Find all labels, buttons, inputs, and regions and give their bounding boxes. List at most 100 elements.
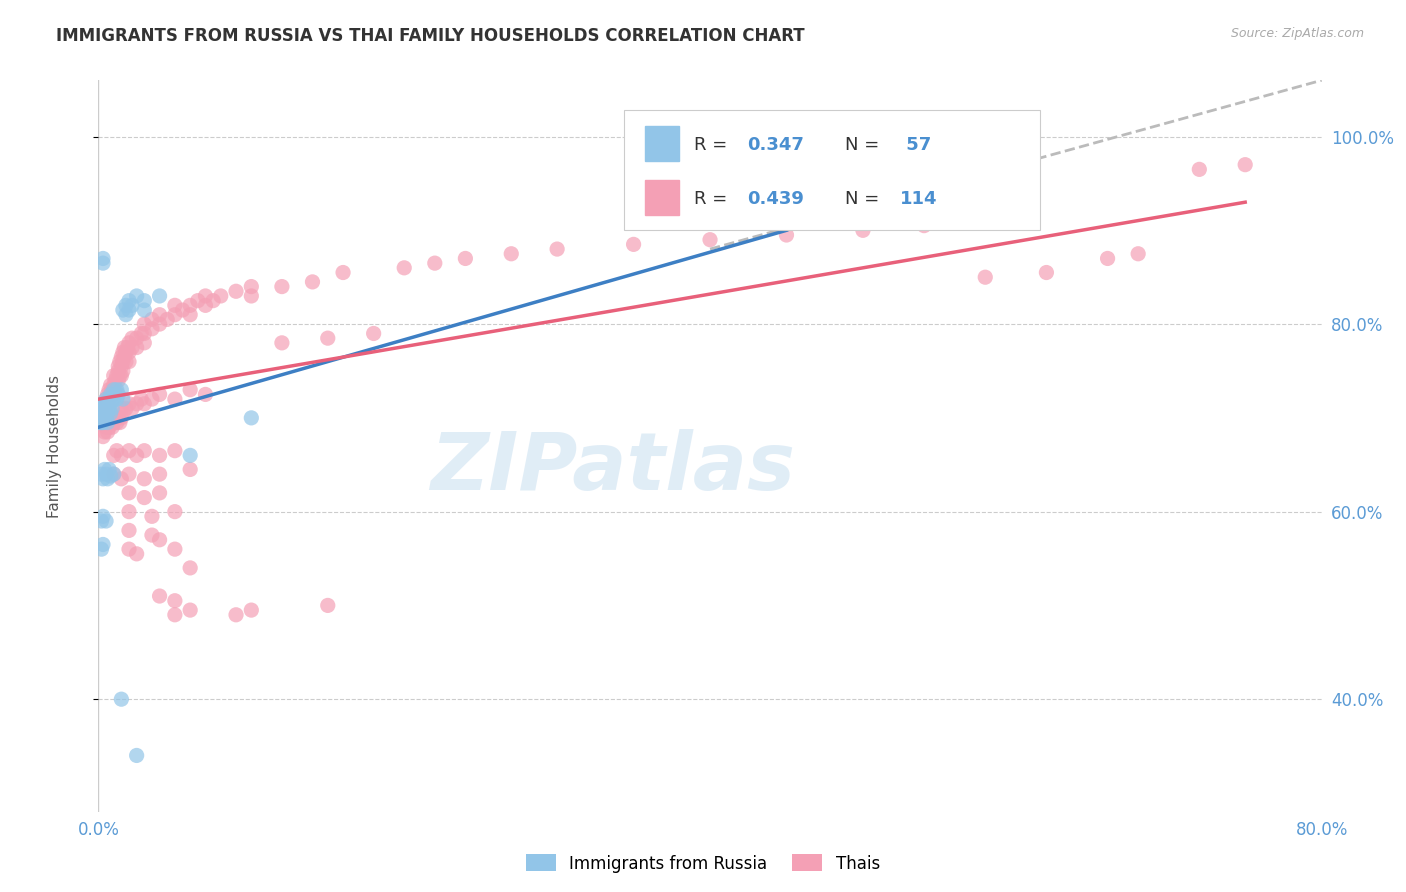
Point [1234, 158, 1257, 172]
Point [90, 542, 112, 557]
Point [90, 401, 112, 416]
Point [179, 308, 201, 322]
Point [134, 335, 156, 350]
Point [240, 279, 263, 293]
Point [121, 298, 143, 312]
Point [110, 401, 132, 416]
Point [118, 486, 141, 500]
Point [107, 359, 129, 374]
Point [163, 607, 186, 622]
Point [91, 509, 114, 524]
Point [623, 237, 645, 252]
Point [97, 397, 120, 411]
Point [107, 373, 129, 387]
Point [270, 335, 292, 350]
Point [104, 410, 127, 425]
Point [121, 341, 143, 355]
Point [194, 387, 217, 401]
Point [125, 341, 148, 355]
Point [194, 298, 217, 312]
Point [240, 410, 263, 425]
Point [100, 378, 122, 392]
Point [129, 392, 152, 406]
Point [134, 491, 156, 505]
Point [94, 401, 117, 416]
Point [103, 467, 125, 482]
Point [97, 416, 120, 430]
Point [100, 469, 122, 483]
Point [94, 467, 117, 482]
Point [103, 383, 125, 397]
Point [111, 303, 134, 318]
Point [454, 252, 477, 266]
Point [125, 331, 148, 345]
Point [91, 256, 114, 270]
Point [501, 246, 523, 260]
Point [94, 401, 117, 416]
Point [91, 429, 114, 443]
Point [112, 341, 135, 355]
Text: ZIPatlas: ZIPatlas [430, 429, 794, 507]
Point [121, 331, 143, 345]
Point [103, 378, 125, 392]
Point [179, 561, 201, 575]
Point [90, 514, 112, 528]
Point [111, 345, 134, 359]
Point [100, 387, 122, 401]
Point [270, 279, 292, 293]
Point [179, 449, 201, 463]
Point [111, 364, 134, 378]
Point [546, 242, 568, 256]
Point [94, 410, 117, 425]
Point [90, 467, 112, 482]
Point [94, 392, 117, 406]
Point [240, 603, 263, 617]
Point [91, 406, 114, 420]
Point [110, 350, 132, 364]
Point [974, 270, 997, 285]
Point [209, 289, 232, 303]
Point [110, 383, 132, 397]
Point [91, 416, 114, 430]
Point [98, 420, 121, 434]
Point [94, 420, 117, 434]
Point [101, 401, 124, 416]
Legend: Immigrants from Russia, Thais: Immigrants from Russia, Thais [519, 847, 887, 880]
Point [110, 449, 132, 463]
Point [163, 505, 186, 519]
Point [240, 289, 263, 303]
Point [125, 289, 148, 303]
Text: N =: N = [845, 190, 884, 209]
Point [100, 387, 122, 401]
Point [332, 266, 354, 280]
Point [179, 383, 201, 397]
Point [149, 533, 172, 547]
Point [98, 383, 121, 397]
Point [423, 256, 446, 270]
Point [118, 354, 141, 368]
Point [121, 401, 143, 416]
Point [363, 326, 385, 341]
Point [104, 383, 127, 397]
Point [94, 514, 117, 528]
Point [149, 467, 172, 482]
Point [134, 397, 156, 411]
Point [115, 401, 138, 416]
Point [301, 275, 323, 289]
Point [118, 443, 141, 458]
Point [225, 607, 247, 622]
Point [149, 589, 172, 603]
Text: R =: R = [695, 190, 733, 209]
Point [103, 368, 125, 383]
Bar [645, 126, 679, 161]
Point [110, 410, 132, 425]
Point [104, 373, 127, 387]
Point [149, 486, 172, 500]
Point [125, 449, 148, 463]
Point [115, 298, 138, 312]
Point [125, 748, 148, 763]
Point [105, 368, 128, 383]
Point [134, 293, 156, 308]
Point [91, 252, 114, 266]
Point [104, 387, 127, 401]
